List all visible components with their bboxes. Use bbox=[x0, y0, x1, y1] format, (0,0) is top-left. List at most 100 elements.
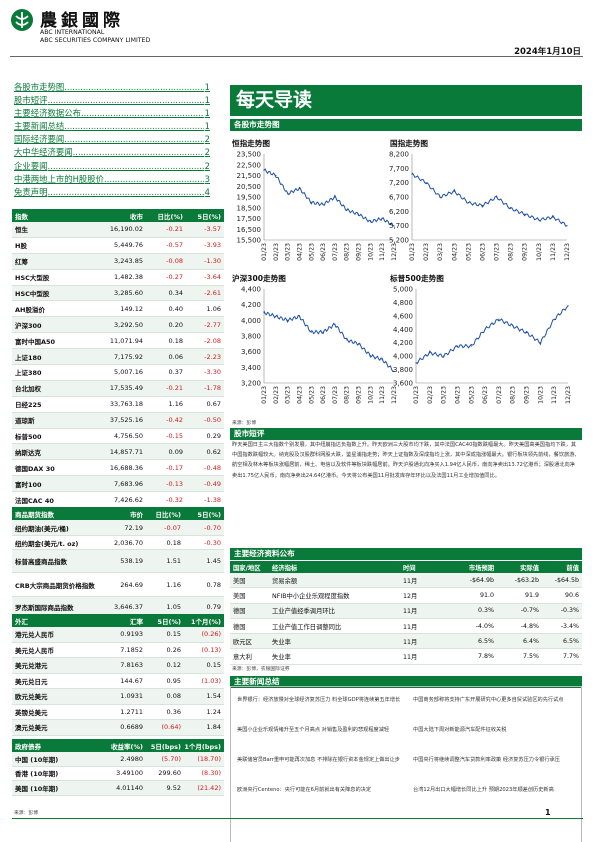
table-cell: 16,190.02 bbox=[109, 225, 143, 234]
table-header: 指数 收市 日比(%) 5日(%) bbox=[12, 209, 224, 222]
toc-item[interactable]: 国际经济要闻 2 bbox=[14, 133, 210, 146]
toc-item-title: 主要新闻总结 bbox=[14, 121, 65, 132]
toc-item-title: 股市短评 bbox=[14, 95, 48, 106]
row-label: 富时中国A50 bbox=[15, 337, 56, 346]
data-point bbox=[393, 225, 395, 227]
toc-item-title: 企业要闻 bbox=[14, 160, 48, 171]
table-cell: -3.30 bbox=[204, 368, 221, 377]
table-cell: 2,036.70 bbox=[114, 538, 143, 547]
x-tick-label: 12/23 bbox=[565, 386, 572, 404]
row-label: 上证180 bbox=[15, 353, 42, 362]
y-tick-label: 4,800 bbox=[393, 299, 413, 307]
table-row: 日经225 33,763.18 1.16 0.67 bbox=[12, 397, 224, 413]
y-tick-label: 16,500 bbox=[237, 226, 262, 234]
report-date: 2024年1月10日 bbox=[514, 47, 581, 57]
x-tick-label: 11/23 bbox=[379, 386, 386, 404]
toc-item[interactable]: 主要经济数据公布 1 bbox=[14, 107, 210, 120]
table-header: 外汇 汇率 5日(%) 1个月(%) bbox=[12, 614, 224, 627]
row-label: 沪深300 bbox=[15, 321, 42, 330]
table-row: 美元兑人民币 7.1852 0.26 (0.13) bbox=[12, 643, 224, 658]
series-line bbox=[411, 172, 568, 227]
table-cell: 1.2711 bbox=[120, 707, 143, 716]
toc-leader bbox=[64, 81, 203, 94]
table-cell: 16,688.36 bbox=[109, 463, 143, 472]
toc-leader bbox=[48, 186, 204, 199]
table-cell: 贸易余额 bbox=[272, 577, 298, 585]
toc-item[interactable]: 各股市走势图 1 bbox=[14, 81, 210, 94]
y-tick-label: 3,400 bbox=[241, 364, 261, 372]
data-point bbox=[524, 213, 526, 215]
table-header: 国家/地区 经济指标 时间 市场预期 实际值 前值 bbox=[230, 561, 582, 573]
table-cell: -0.42 bbox=[166, 416, 183, 425]
row-label: 标普高盛商品指数 bbox=[15, 558, 67, 566]
toc-leader bbox=[48, 94, 204, 107]
toc-item[interactable]: 中港两地上市的H股股价 3 bbox=[14, 173, 210, 186]
data-point bbox=[357, 213, 360, 215]
x-tick-label: 12/23 bbox=[391, 243, 398, 261]
section-header-summary: 股市短评 bbox=[230, 428, 582, 440]
y-tick-label: 23,500 bbox=[237, 151, 262, 159]
table-cell: -2.23 bbox=[204, 352, 221, 361]
data-point bbox=[298, 315, 301, 318]
data-point bbox=[357, 343, 360, 345]
table-row: 欧元区 失业率 11月 6.5% 6.4% 6.5% bbox=[230, 634, 582, 650]
table-cell: 17,535.49 bbox=[109, 384, 143, 393]
data-point bbox=[567, 305, 569, 307]
data-point bbox=[287, 319, 289, 321]
y-tick-label: 4,200 bbox=[241, 301, 261, 309]
y-tick-label: 7,700 bbox=[389, 165, 409, 173]
data-point bbox=[429, 352, 431, 354]
table-cell: -0.70 bbox=[204, 523, 221, 532]
table-cell: 37,525.16 bbox=[109, 416, 143, 425]
data-point bbox=[322, 331, 324, 333]
abc-logo-icon bbox=[11, 9, 33, 31]
x-tick-label: 06/23 bbox=[320, 386, 327, 404]
row-label: 美元兑人民币 bbox=[15, 646, 54, 655]
toc-item[interactable]: 免责声明 4 bbox=[14, 186, 210, 199]
section-header-econ: 主要经济资料公布 bbox=[230, 548, 582, 560]
table-cell: 7,683.96 bbox=[114, 479, 143, 488]
page-header: 農銀國際 ABC INTERNATIONAL ABC SECURITIES CO… bbox=[0, 0, 595, 60]
table-cell: 1.06 bbox=[206, 304, 221, 313]
data-point bbox=[381, 358, 383, 361]
toc-item[interactable]: 大中华经济要闻 2 bbox=[14, 146, 210, 159]
data-point bbox=[525, 332, 528, 334]
table-cell: -0.21 bbox=[166, 384, 183, 393]
table-cell: 12月 bbox=[403, 592, 418, 600]
table-cell: 1,482.38 bbox=[114, 273, 143, 282]
table-cell: 7,175.92 bbox=[114, 352, 143, 361]
toc-item[interactable]: 企业要闻 2 bbox=[14, 160, 210, 173]
table-cell: 11月 bbox=[403, 577, 418, 585]
toc-item[interactable]: 主要新闻总结 1 bbox=[14, 120, 210, 133]
x-tick-label: 05/23 bbox=[468, 386, 475, 404]
x-tick-label: 08/23 bbox=[344, 386, 351, 404]
table-cell: -0.17 bbox=[166, 463, 183, 472]
table-row: AH股溢价 149.12 0.40 1.06 bbox=[12, 301, 224, 318]
fx-table: 外汇 汇率 5日(%) 1个月(%) 港元兑人民币 0.9193 0.15 (0.26… bbox=[12, 614, 224, 736]
footer-divider bbox=[12, 818, 583, 819]
data-point bbox=[495, 196, 498, 198]
table-cell: -1.78 bbox=[204, 384, 221, 393]
toc-item-page: 1 bbox=[204, 95, 210, 106]
econ-source-note: 来源：彭博，农银国际证券 bbox=[232, 667, 290, 672]
table-row: 红筹 3,243.85 -0.08 -1.30 bbox=[12, 253, 224, 270]
row-label: 美国 bbox=[233, 577, 246, 585]
table-cell: -0.30 bbox=[204, 538, 221, 547]
chart-title-sp500: 标普500走势图 bbox=[390, 274, 444, 283]
row-label: 纽约期金(美元/t. oz) bbox=[15, 539, 79, 548]
row-label: 欧元区 bbox=[233, 638, 252, 646]
data-point bbox=[425, 182, 427, 184]
news-item: 美国小企业乐观情绪升至五个月高点 对销售及盈利的悲观程度减轻 bbox=[237, 727, 390, 733]
table-cell: 91.9 bbox=[524, 591, 539, 599]
data-point bbox=[310, 331, 312, 333]
y-tick-label: 4,200 bbox=[393, 339, 413, 347]
table-cell: -0.49 bbox=[204, 479, 221, 488]
news-box: 世界银行：经济放慢对全球经济复苏压力 料全球GDP将连续第五年增长 美国小企业乐观… bbox=[230, 686, 582, 842]
x-tick-label: 05/23 bbox=[465, 243, 472, 261]
table-cell: (21.42) bbox=[197, 783, 221, 792]
table-cell: -2.77 bbox=[204, 320, 221, 329]
table-cell: -0.15 bbox=[166, 432, 183, 441]
toc-leader bbox=[104, 173, 204, 186]
toc-item[interactable]: 股市短评 1 bbox=[14, 94, 210, 107]
data-point bbox=[381, 217, 383, 220]
